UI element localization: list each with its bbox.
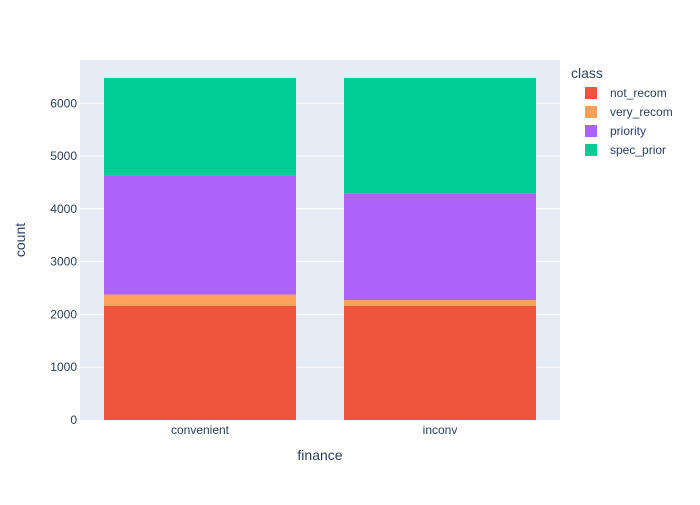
bar-segment-spec-prior — [104, 77, 296, 176]
bar-segment-very-recom — [344, 300, 536, 306]
legend-item[interactable]: very_recom — [585, 105, 673, 119]
legend-label: very_recom — [610, 105, 673, 119]
bar-segment-spec-prior — [344, 77, 536, 194]
x-axis-ticks: convenient inconv — [171, 423, 457, 437]
legend-label: priority — [610, 124, 646, 138]
legend-label: spec_prior — [610, 143, 666, 157]
x-tick-label: convenient — [171, 423, 230, 437]
bar-segment-priority — [344, 193, 536, 301]
bars — [104, 77, 536, 420]
bar-segment-priority — [104, 175, 296, 295]
y-tick-label: 5000 — [50, 149, 77, 163]
x-tick-label: inconv — [423, 423, 458, 437]
y-tick-label: 1000 — [50, 360, 77, 374]
legend: class not_recom very_recom priority spec_pr… — [571, 65, 673, 157]
bar-segment-very-recom — [104, 294, 296, 306]
legend-item[interactable]: spec_prior — [585, 143, 666, 157]
legend-item[interactable]: priority — [585, 124, 646, 138]
legend-title: class — [571, 65, 603, 81]
y-tick-label: 6000 — [50, 96, 77, 110]
legend-item[interactable]: not_recom — [585, 86, 667, 100]
legend-swatch — [585, 144, 597, 156]
legend-label: not_recom — [610, 86, 667, 100]
bar-segment-not-recom — [104, 305, 296, 420]
legend-swatch — [585, 125, 597, 137]
y-tick-label: 2000 — [50, 307, 77, 321]
legend-swatch — [585, 87, 597, 99]
y-tick-label: 3000 — [50, 255, 77, 269]
y-tick-label: 4000 — [50, 202, 77, 216]
y-axis-title: count — [12, 223, 28, 257]
y-tick-label: 0 — [70, 413, 77, 427]
y-axis-ticks: 0 1000 2000 3000 4000 5000 6000 — [50, 96, 77, 427]
x-axis-title: finance — [297, 447, 342, 463]
bar-segment-not-recom — [344, 305, 536, 420]
legend-swatch — [585, 106, 597, 118]
